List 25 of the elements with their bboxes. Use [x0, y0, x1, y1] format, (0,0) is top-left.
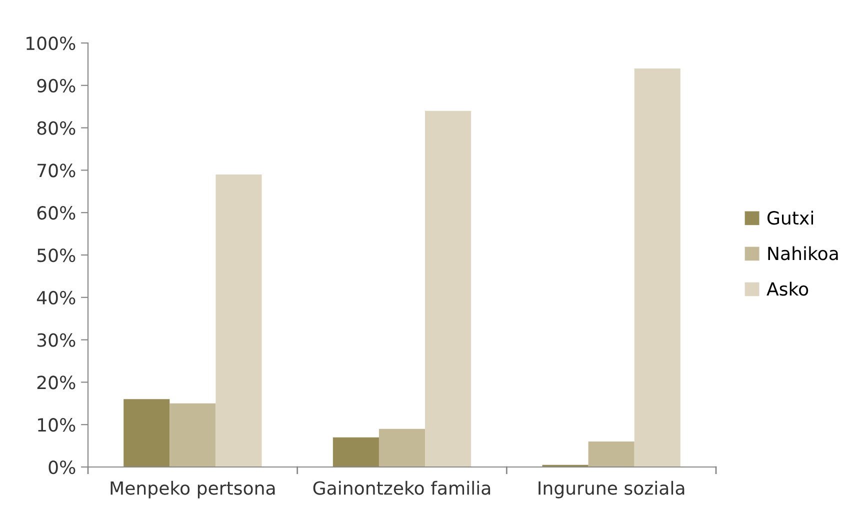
y-tick-label: 0%: [48, 460, 76, 474]
y-tick-label: 50%: [37, 248, 76, 262]
y-tick-label: 20%: [37, 376, 76, 390]
y-tick-label: 10%: [38, 418, 76, 432]
bar: [634, 68, 680, 467]
y-tick-label: 40%: [36, 290, 76, 305]
legend-label: Asko: [766, 282, 808, 296]
x-tick-label: Ingurune soziala: [538, 480, 684, 498]
bar: [332, 437, 379, 467]
bar: [216, 174, 262, 467]
bar: [170, 403, 216, 467]
y-tick-label: 100%: [26, 36, 76, 50]
legend-label: Nahikoa: [768, 246, 838, 260]
y-tick-label: 60%: [37, 206, 76, 220]
bar: [425, 110, 472, 467]
bar: [588, 442, 634, 467]
bar: [124, 399, 170, 467]
x-tick-label: Gainontzeko familia: [313, 480, 490, 495]
y-tick-label: 30%: [37, 333, 76, 347]
y-tick-label: 70%: [38, 164, 76, 178]
y-tick-label: 90%: [37, 78, 76, 93]
y-tick-label: 80%: [37, 121, 76, 135]
bar: [378, 428, 426, 467]
x-tick-label: Menpeko pertsona: [110, 480, 275, 498]
legend-label: Gutxi: [767, 210, 813, 225]
